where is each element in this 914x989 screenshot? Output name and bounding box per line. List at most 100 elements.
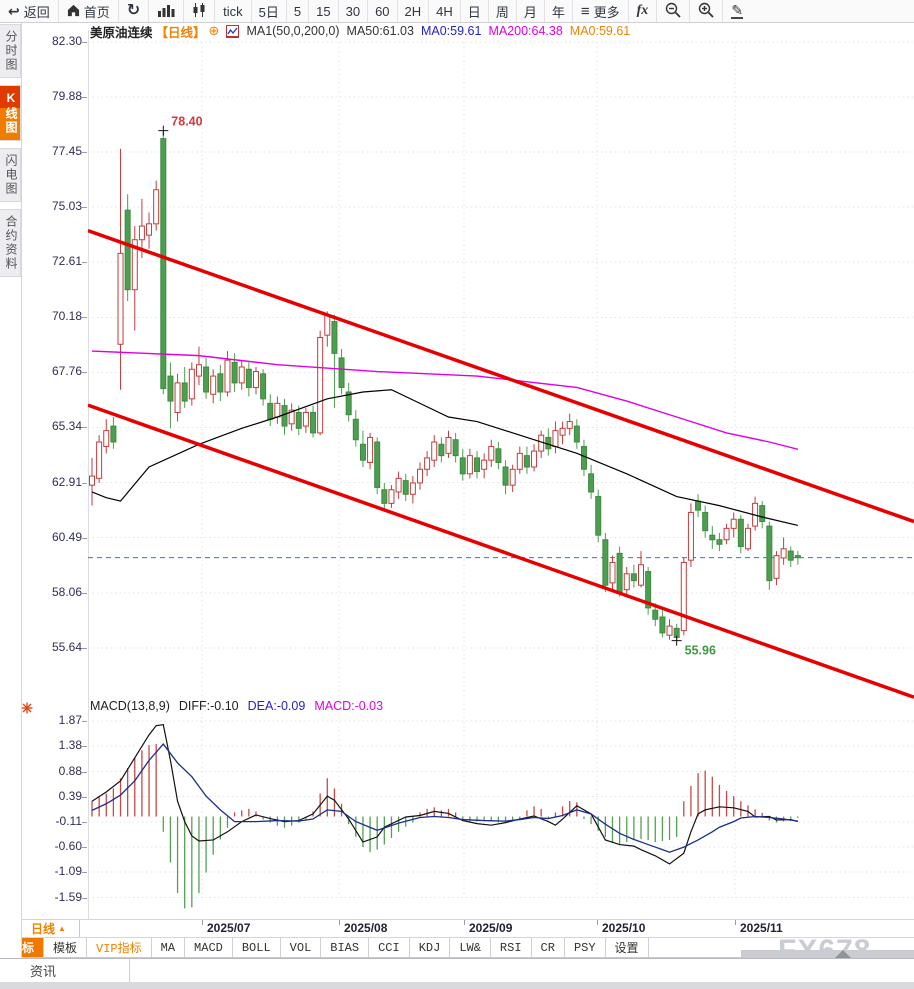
macd-params: MACD(13,8,9) (90, 699, 170, 713)
tick-label: tick (223, 3, 243, 19)
ma50-line (91, 389, 799, 526)
tab-template[interactable]: 模板 (44, 938, 88, 957)
add-indicator-icon[interactable]: ⊕ (208, 23, 220, 38)
interval-tick[interactable]: tick (215, 0, 252, 22)
ma200-line (91, 350, 799, 450)
month-tick (735, 920, 736, 925)
macd-axis-label: -0.11 (30, 814, 87, 828)
candle-chart-icon (192, 3, 206, 19)
diff-value: DIFF:-0.10 (178, 699, 239, 713)
interval-60m[interactable]: 60 (368, 0, 398, 22)
interval-5m[interactable]: 5 (287, 0, 310, 22)
interval-week[interactable]: 周 (489, 0, 517, 22)
period-dropdown-button[interactable]: 日线 ▲ (17, 920, 80, 937)
interval-2h[interactable]: 2H (398, 0, 430, 22)
formula-button[interactable]: fx (629, 0, 658, 22)
draw-button[interactable]: ✎ (723, 0, 751, 22)
zoom-out-icon (665, 2, 681, 20)
back-label: 返回 (23, 4, 50, 20)
zoom-in-icon (698, 2, 714, 20)
tab-ma[interactable]: MA (152, 938, 186, 957)
tab-boll[interactable]: BOLL (233, 938, 281, 957)
interval-day[interactable]: 日 (461, 0, 489, 22)
trendline-lower (88, 403, 914, 699)
bar-chart-button[interactable] (149, 0, 185, 22)
month-label: 2025/10 (602, 921, 646, 935)
interval-30m[interactable]: 30 (339, 0, 369, 22)
tab-psy[interactable]: PSY (565, 938, 606, 957)
price-axis-label: 65.34 (30, 419, 87, 433)
price-axis-label: 72.61 (30, 254, 87, 268)
ma-params: MA1(50,0,200,0) (246, 24, 340, 38)
sidebar-tab-contract-info[interactable]: 合约资料 (0, 209, 21, 277)
price-axis-label: 55.64 (30, 640, 87, 654)
grid-layer (88, 41, 914, 899)
macd-axis-label: 1.38 (30, 738, 87, 752)
horizontal-scrollbar[interactable] (741, 950, 914, 958)
sidebar-tab-time-chart[interactable]: 分时图 (0, 24, 21, 78)
svg-text:55.96: 55.96 (685, 644, 716, 658)
month-tick (202, 920, 203, 925)
indicator-settings-icon[interactable] (21, 701, 33, 719)
tab-rsi[interactable]: RSI (491, 938, 532, 957)
ma0-value-blue: MA0:59.61 (420, 24, 482, 38)
price-axis-label: 70.18 (30, 309, 87, 323)
plot-left-border (88, 30, 89, 919)
tab-vol[interactable]: VOL (281, 938, 322, 957)
candle-chart-button[interactable] (184, 0, 216, 22)
fx678-logo-triangle (833, 950, 853, 960)
ma50-value: MA50:61.03 (346, 24, 414, 38)
tab-cci[interactable]: CCI (369, 938, 410, 957)
back-button[interactable]: ↩ 返回 (0, 0, 59, 22)
news-tab[interactable]: 资讯 (0, 959, 130, 982)
tab-vip-indicator[interactable]: VIP指标 (87, 938, 152, 957)
tab-cr[interactable]: CR (532, 938, 565, 957)
interval-year[interactable]: 年 (545, 0, 573, 22)
mini-chart-icon (226, 24, 240, 38)
back-arrow-icon: ↩ (8, 3, 20, 19)
tab-bias[interactable]: BIAS (321, 938, 370, 957)
macd-axis-label: -0.60 (30, 839, 87, 853)
macd-dea-line (91, 743, 798, 853)
symbol-name: 美原油连续 (90, 25, 153, 40)
macd-histogram-layer (91, 744, 799, 909)
more-button[interactable]: ≡ 更多 (573, 0, 629, 22)
sidebar-tab-lightning-chart[interactable]: 闪电图 (0, 148, 21, 202)
tab-macd[interactable]: MACD (185, 938, 233, 957)
bar-chart-icon (157, 3, 175, 19)
interval-4h[interactable]: 4H (429, 0, 461, 22)
interval-15m[interactable]: 15 (309, 0, 339, 22)
macd-axis-label: 1.87 (30, 713, 87, 727)
tab-kdj[interactable]: KDJ (410, 938, 451, 957)
refresh-icon: ↻ (126, 2, 141, 19)
month-label: 2025/08 (344, 921, 388, 935)
zoom-in-button[interactable] (690, 0, 724, 22)
chart-canvas[interactable]: 78.40 55.96 (88, 30, 914, 920)
tab-lwr[interactable]: LW& (450, 938, 491, 957)
interval-5d[interactable]: 5日 (252, 0, 287, 22)
macd-axis-label: 0.88 (30, 764, 87, 778)
macd-axis-label: -1.09 (30, 864, 87, 878)
tab-settings[interactable]: 设置 (606, 938, 649, 957)
price-axis-label: 82.30 (30, 34, 87, 48)
annotation-high: 78.40 (158, 115, 203, 136)
month-tick (339, 920, 340, 925)
interval-month[interactable]: 月 (517, 0, 545, 22)
trendline-upper (88, 228, 914, 524)
sidebar-tab-kline-chart[interactable]: K线图 (0, 85, 21, 141)
price-axis-label: 62.91 (30, 475, 87, 489)
price-axis-label: 77.45 (30, 144, 87, 158)
month-label: 2025/07 (207, 921, 251, 935)
svg-text:78.40: 78.40 (171, 115, 202, 129)
refresh-button[interactable]: ↻ (119, 0, 150, 22)
zoom-out-button[interactable] (657, 0, 691, 22)
month-tick (597, 920, 598, 925)
price-axis-label: 67.76 (30, 364, 87, 378)
macd-title-bar: MACD(13,8,9) DIFF:-0.10 DEA:-0.09 MACD:-… (90, 698, 383, 714)
period-label: 【日线】 (155, 25, 206, 40)
month-label: 2025/11 (740, 921, 783, 935)
ma0-value-orange: MA0:59.61 (569, 24, 631, 38)
month-tick (464, 920, 465, 925)
home-button[interactable]: 首页 (59, 0, 119, 22)
